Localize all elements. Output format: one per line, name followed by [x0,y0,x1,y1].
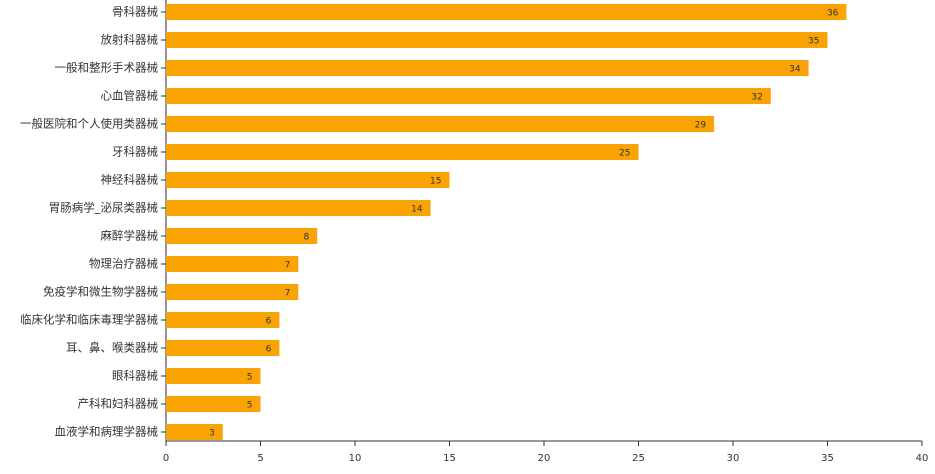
bar [166,144,639,160]
value-label: 15 [430,177,441,187]
value-label: 32 [751,93,762,103]
y-tick-label: 一般和整形手术器械 [55,61,159,75]
bar [166,200,431,216]
y-tick-label: 神经科器械 [101,173,159,187]
y-tick-label: 胃肠病学_泌尿类器械 [49,201,159,215]
x-tick-label: 35 [821,453,834,464]
y-tick-label: 眼科器械 [112,369,158,383]
x-tick-label: 25 [632,453,645,464]
x-tick-label: 30 [727,453,740,464]
y-tick-label: 麻醉学器械 [101,229,159,243]
x-tick-label: 5 [257,453,263,464]
y-tick-label: 放射科器械 [101,33,159,47]
bar [166,172,450,188]
bar [166,368,261,384]
y-tick-label: 血液学和病理学器械 [55,425,159,439]
bar [166,88,771,104]
bar [166,228,318,244]
value-label: 34 [789,65,801,75]
y-tick-label: 耳、鼻、喉类器械 [66,341,158,355]
value-label: 5 [247,401,253,411]
value-label: 29 [695,121,707,131]
x-tick-label: 15 [443,453,456,464]
x-tick-label: 0 [163,453,169,464]
y-tick-label: 牙科器械 [112,145,158,159]
y-tick-label: 一般医院和个人使用类器械 [20,117,158,131]
bar [166,340,280,356]
bar [166,284,299,300]
y-tick-label: 免疫学和微生物学器械 [43,285,158,299]
bar [166,396,261,412]
value-label: 5 [247,373,253,383]
x-tick-label: 40 [916,453,929,464]
bar [166,424,223,440]
bar [166,116,715,132]
value-label: 35 [808,37,819,47]
value-label: 14 [411,205,423,215]
value-label: 7 [285,289,291,299]
y-tick-label: 骨科器械 [112,5,158,19]
value-label: 25 [619,149,630,159]
bar [166,60,809,76]
y-tick-label: 心血管器械 [101,89,159,103]
value-label: 36 [827,9,839,19]
bar [166,4,847,20]
y-tick-label: 产科和妇科器械 [78,397,159,411]
value-label: 7 [285,261,291,271]
bar [166,312,280,328]
x-tick-label: 10 [349,453,362,464]
x-tick-label: 20 [538,453,551,464]
value-label: 8 [303,233,309,243]
bar [166,32,828,48]
y-tick-label: 物理治疗器械 [89,257,158,271]
value-label: 3 [209,429,215,439]
value-label: 6 [266,317,272,327]
y-tick-label: 临床化学和临床毒理学器械 [20,313,158,327]
bar [166,256,299,272]
value-label: 6 [266,345,272,355]
